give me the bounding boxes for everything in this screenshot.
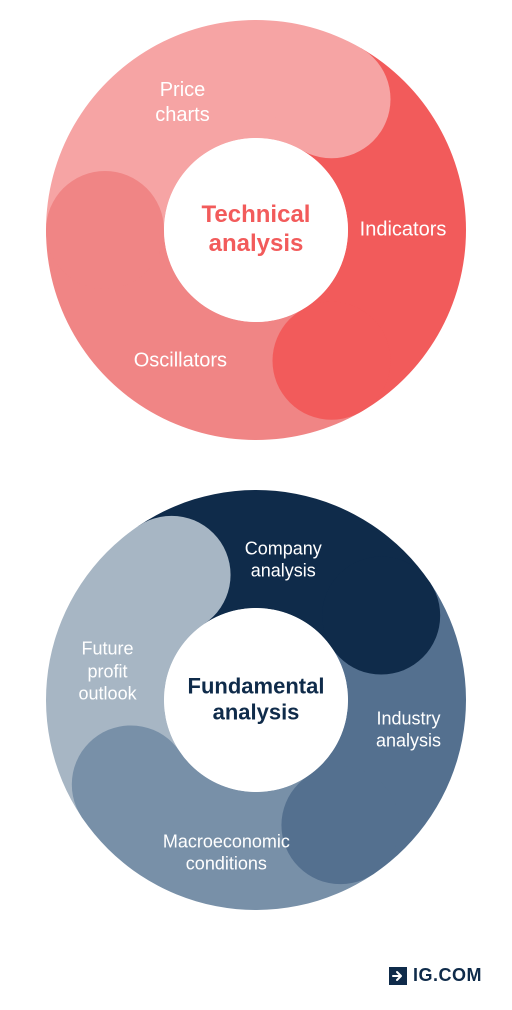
footer-text: IG.COM [413, 965, 482, 986]
technical-center-label: Technical analysis [202, 201, 311, 259]
arrow-right-icon [389, 967, 407, 985]
fundamental-segment-0-lobe [322, 557, 440, 675]
fundamental-segment-3-lobe [113, 516, 231, 634]
fundamental-analysis-donut: Fundamental analysis Company analysisInd… [46, 490, 466, 910]
technical-segment-1-lobe [273, 302, 391, 420]
fundamental-center-label: Fundamental analysis [188, 674, 325, 727]
technical-analysis-donut: Technical analysis Price chartsIndicator… [46, 20, 466, 440]
fundamental-segment-2-lobe [72, 725, 190, 843]
technical-segment-2-lobe [46, 171, 164, 289]
fundamental-segment-1-lobe [281, 766, 399, 884]
technical-segment-0-lobe [273, 40, 391, 158]
footer-branding: IG.COM [389, 965, 482, 986]
